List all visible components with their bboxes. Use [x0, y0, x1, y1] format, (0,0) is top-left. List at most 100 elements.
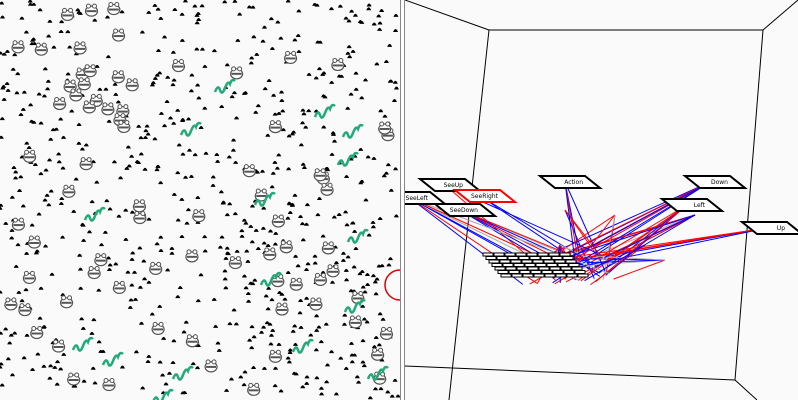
food-pellet [282, 297, 288, 301]
food-pellet [297, 311, 303, 315]
network-canvas[interactable]: SeeUp SeeLeft SeeRight SeeDown Action Down Lef… [405, 0, 798, 400]
food-pellet [359, 179, 365, 183]
food-pellet [172, 7, 178, 11]
food-pellet [24, 141, 30, 145]
food-pellet [43, 168, 49, 172]
food-pellet [1, 84, 7, 88]
food-pellet [249, 240, 255, 244]
network-3d-view[interactable]: SeeUp SeeLeft SeeRight SeeDown Action Down Lef… [405, 0, 798, 400]
food-pellet [7, 341, 13, 345]
frog-agent [204, 359, 218, 373]
food-pellet [48, 364, 54, 368]
food-pellet [23, 30, 29, 34]
food-pellet [363, 198, 369, 202]
food-pellet [298, 215, 304, 219]
frog-agent [94, 253, 108, 267]
food-pellet [111, 160, 117, 164]
food-pellet [364, 320, 370, 324]
node-seeleft[interactable]: SeeLeft [405, 191, 448, 205]
food-pellet [266, 286, 272, 290]
food-pellet [223, 256, 229, 260]
food-pellet [246, 299, 252, 303]
food-pellet [157, 304, 163, 308]
food-pellet [289, 202, 295, 206]
food-pellet [276, 342, 282, 346]
food-pellet [89, 331, 95, 335]
food-pellet [180, 391, 186, 395]
frog-agent [30, 326, 44, 340]
food-pellet [138, 152, 144, 156]
food-pellet [158, 235, 164, 239]
food-pellet [0, 135, 4, 139]
food-pellet [306, 72, 312, 76]
food-pellet [299, 222, 305, 226]
neuron-grid[interactable] [482, 252, 589, 278]
food-pellet [113, 262, 119, 266]
node-down[interactable]: Down [682, 175, 748, 189]
food-pellet [314, 328, 320, 332]
food-pellet [73, 177, 79, 181]
food-pellet [145, 360, 151, 364]
food-pellet [165, 268, 171, 272]
node-label: Left [694, 202, 706, 209]
food-pellet [179, 38, 185, 42]
food-pellet [317, 40, 323, 44]
food-pellet [171, 121, 177, 125]
food-pellet [387, 257, 393, 261]
node-up[interactable]: Up [739, 221, 798, 235]
node-action[interactable]: Action [537, 175, 603, 189]
node-seedown[interactable]: SeeDown [432, 203, 498, 217]
frog-agent [185, 334, 199, 348]
food-pellet [161, 336, 167, 340]
food-pellet [353, 87, 359, 91]
food-pellet [123, 208, 129, 212]
food-pellet [285, 356, 291, 360]
food-pellet [298, 143, 304, 147]
food-pellet [367, 396, 373, 400]
food-pellet [218, 190, 224, 194]
food-pellet [265, 307, 271, 311]
food-pellet [352, 229, 358, 233]
food-pellet [29, 119, 35, 123]
food-pellet [277, 290, 283, 294]
frog-agent [185, 249, 199, 263]
food-pellet [146, 280, 152, 284]
food-pellet [32, 162, 38, 166]
food-pellet [133, 297, 139, 301]
food-pellet [371, 345, 377, 349]
food-pellet [180, 152, 186, 156]
food-pellet [342, 313, 348, 317]
food-pellet [50, 128, 56, 132]
frog-agent [69, 88, 83, 102]
food-pellet [158, 181, 164, 185]
node-seeright[interactable]: SeeRight [452, 189, 518, 203]
node-label: SeeUp [444, 182, 464, 189]
food-pellet [146, 354, 152, 358]
food-pellet [0, 1, 5, 5]
food-pellet [318, 340, 324, 344]
food-pellet [171, 192, 177, 196]
food-pellet [41, 325, 47, 329]
food-pellet [224, 63, 230, 67]
food-pellet [231, 91, 237, 95]
food-pellet [4, 49, 10, 53]
food-pellet [314, 314, 320, 318]
food-pellet [51, 45, 57, 49]
node-left[interactable]: Left [659, 198, 725, 212]
food-pellet [96, 340, 102, 344]
food-pellet [366, 233, 372, 237]
food-pellet [351, 265, 357, 269]
food-pellet [87, 230, 93, 234]
food-pellet [127, 305, 133, 309]
frog-agent [247, 382, 261, 396]
food-pellet [370, 274, 376, 278]
food-pellet [234, 249, 240, 253]
food-pellet [239, 234, 245, 238]
food-pellet [343, 366, 349, 370]
food-pellet [306, 109, 312, 113]
connection-edge [578, 227, 768, 260]
snake-predator [336, 151, 359, 167]
food-pellet [203, 151, 209, 155]
food-pellet [83, 143, 89, 147]
food-pellet [138, 321, 144, 325]
